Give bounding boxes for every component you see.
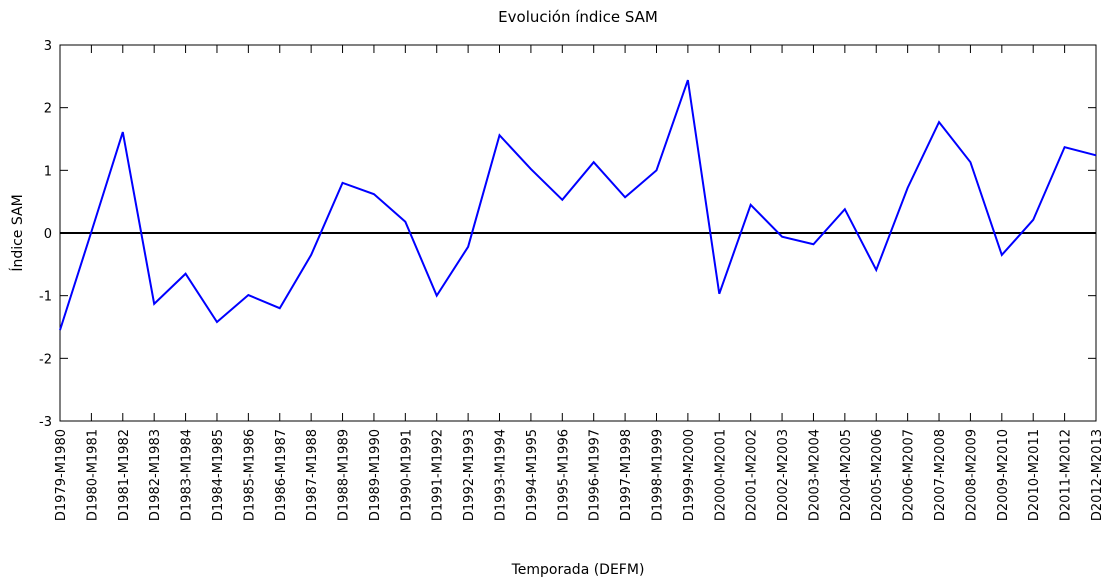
x-tick-label: D2010-M2011 — [1027, 429, 1042, 521]
x-tick-label: D1982-M1983 — [148, 429, 163, 521]
x-tick-label: D1990-M1991 — [399, 429, 414, 521]
x-tick-label: D2012-M2013 — [1090, 429, 1105, 521]
x-tick-label: D1984-M1985 — [211, 429, 226, 521]
x-tick-label: D1992-M1993 — [462, 429, 477, 521]
x-tick-label: D1991-M1992 — [431, 429, 446, 521]
x-tick-label: D1996-M1997 — [588, 429, 603, 521]
x-tick-label: D2005-M2006 — [870, 429, 885, 521]
x-tick-label: D2008-M2009 — [964, 429, 979, 521]
y-tick-label: -1 — [39, 290, 52, 305]
x-tick-label: D2004-M2005 — [839, 429, 854, 521]
x-tick-label: D1995-M1996 — [556, 429, 571, 521]
x-tick-label: D1997-M1998 — [619, 429, 634, 521]
y-tick-label: 1 — [44, 164, 52, 179]
data-line — [59, 79, 1097, 331]
x-tick-label: D1988-M1989 — [337, 429, 352, 521]
y-tick-label: -2 — [39, 352, 52, 367]
x-tick-label: D2007-M2008 — [933, 429, 948, 521]
x-tick-label: D2011-M2012 — [1059, 429, 1074, 521]
y-tick-label: 3 — [44, 39, 52, 54]
y-tick-label: -3 — [39, 415, 52, 430]
x-tick-label: D2003-M2004 — [807, 429, 822, 521]
x-tick-label: D1985-M1986 — [242, 429, 257, 521]
x-tick-label: D1983-M1984 — [180, 429, 195, 521]
x-tick-label: D1994-M1995 — [525, 429, 540, 521]
x-tick-label: D2006-M2007 — [902, 429, 917, 521]
x-tick-label: D1998-M1999 — [650, 429, 665, 521]
x-tick-label: D1987-M1988 — [305, 429, 320, 521]
x-tick-label: D1979-M1980 — [54, 429, 69, 521]
y-axis-label: Índice SAM — [9, 194, 26, 271]
x-tick-label: D1989-M1990 — [368, 429, 383, 521]
x-tick-label: D1981-M1982 — [117, 429, 132, 521]
x-tick-label: D1980-M1981 — [85, 429, 100, 521]
y-tick-label: 0 — [44, 227, 52, 242]
x-tick-label: D2001-M2002 — [745, 429, 760, 521]
chart-title: Evolución índice SAM — [498, 8, 658, 26]
x-tick-label: D1986-M1987 — [274, 429, 289, 521]
y-tick-label: 2 — [44, 102, 52, 117]
x-tick-label: D2009-M2010 — [996, 429, 1011, 521]
x-tick-label: D2002-M2003 — [776, 429, 791, 521]
x-tick-label: D1999-M2000 — [682, 429, 697, 521]
x-tick-label: D2000-M2001 — [713, 429, 728, 521]
x-axis-label: Temporada (DEFM) — [511, 562, 645, 578]
x-tick-label: D1993-M1994 — [494, 429, 509, 521]
